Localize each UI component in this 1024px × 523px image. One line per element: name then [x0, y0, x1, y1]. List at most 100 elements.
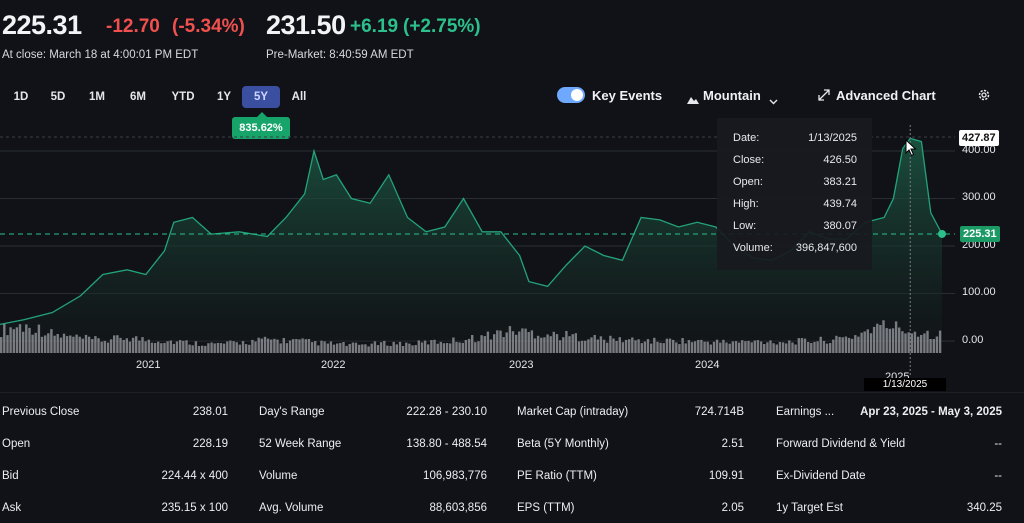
volume-bar: [794, 344, 797, 353]
stat-label: Day's Range: [259, 406, 325, 418]
volume-bar: [449, 343, 452, 353]
volume-bar: [172, 343, 176, 353]
volume-bar: [336, 343, 339, 353]
volume-bar: [499, 330, 502, 353]
volume-bar: [791, 342, 794, 353]
y-tick-label: 300.00: [962, 191, 996, 203]
volume-bar: [197, 346, 201, 353]
volume-bar: [461, 342, 464, 353]
volume-bar: [750, 342, 753, 353]
volume-bar: [521, 328, 524, 353]
volume-bar: [160, 343, 163, 353]
volume-bar: [87, 336, 91, 353]
volume-bar: [800, 338, 804, 353]
stat-label: Earnings ...: [776, 406, 835, 418]
range-button-1d[interactable]: 1D: [13, 91, 29, 103]
stat-label: 52 Week Range: [259, 438, 342, 450]
gear-icon[interactable]: [977, 88, 991, 107]
advanced-chart-button[interactable]: Advanced Chart: [836, 88, 936, 103]
tooltip-date-label: Date:: [733, 132, 760, 144]
volume-bar: [477, 341, 480, 353]
volume-bar: [40, 336, 44, 353]
volume-bar: [417, 340, 420, 353]
volume-bar: [929, 339, 932, 353]
volume-bar: [650, 343, 653, 353]
volume-bar: [18, 324, 22, 353]
hover-tooltip: Date: 1/13/2025 Close: 426.50 Open: 383.21 …: [717, 118, 872, 270]
volume-bar: [295, 339, 298, 353]
volume-bar: [430, 340, 433, 353]
chevron-down-icon[interactable]: [769, 92, 778, 110]
volume-bar: [106, 342, 110, 353]
volume-bar: [565, 331, 568, 353]
volume-bar: [166, 341, 169, 353]
stat-value: --: [994, 438, 1002, 450]
range-button-6m[interactable]: 6M: [130, 91, 146, 103]
volume-bar: [3, 324, 6, 353]
stat-label: Bid: [2, 470, 19, 482]
volume-bar: [270, 339, 273, 353]
volume-bar: [747, 340, 750, 353]
volume-bar: [712, 341, 716, 353]
volume-bar: [719, 342, 722, 353]
expand-icon[interactable]: [818, 88, 830, 106]
volume-bar: [251, 339, 254, 353]
range-button-1m[interactable]: 1M: [89, 91, 105, 103]
volume-bar: [37, 324, 41, 353]
price-change-pct: (-5.34%): [172, 16, 245, 37]
volume-bar: [122, 340, 125, 353]
x-tick-label: 2024: [695, 359, 720, 371]
volume-bar: [379, 342, 383, 353]
volume-bar: [493, 334, 496, 353]
tooltip-volume-label: Volume:: [733, 242, 773, 254]
volume-bar: [398, 341, 402, 353]
volume-bar: [847, 337, 851, 353]
range-button-ytd[interactable]: YTD: [171, 91, 195, 103]
stat-value: 238.01: [192, 406, 228, 418]
volume-bar: [706, 341, 709, 353]
premarket-change-pct: (+2.75%): [403, 16, 481, 37]
volume-bar: [533, 338, 537, 353]
volume-bar: [81, 338, 84, 353]
range-button-5d[interactable]: 5D: [50, 91, 66, 103]
volume-bar: [389, 346, 392, 353]
volume-bar: [923, 333, 926, 353]
range-button-all[interactable]: All: [291, 91, 307, 103]
volume-bar: [50, 329, 53, 353]
volume-bar: [12, 329, 15, 353]
volume-bar: [920, 335, 923, 353]
volume-bar: [201, 345, 204, 353]
volume-bar: [232, 341, 235, 353]
tooltip-high-label: High:: [733, 198, 759, 210]
key-events-toggle[interactable]: [557, 87, 585, 103]
chart-type-select[interactable]: Mountain: [703, 88, 761, 103]
volume-bar: [904, 333, 907, 353]
volume-bar: [326, 343, 329, 353]
volume-bar: [342, 342, 345, 353]
volume-bar: [191, 345, 194, 353]
volume-bar: [599, 336, 603, 353]
key-events-label[interactable]: Key Events: [592, 88, 663, 103]
volume-bar: [769, 340, 772, 353]
volume-bar: [813, 341, 816, 353]
stat-label: Forward Dividend & Yield: [776, 438, 906, 450]
volume-bar: [659, 342, 662, 353]
volume-bar: [34, 332, 37, 353]
volume-bar: [508, 326, 512, 353]
volume-bar: [741, 340, 744, 353]
stat-label: Market Cap (intraday): [517, 406, 629, 418]
volume-bar: [640, 343, 643, 353]
range-button-5y[interactable]: 5Y: [242, 86, 280, 108]
price-chart[interactable]: [0, 125, 1024, 390]
stat-label: 1y Target Est: [776, 502, 843, 514]
stat-value: Apr 23, 2025 - May 3, 2025: [860, 406, 1002, 418]
volume-bar: [97, 338, 100, 353]
stat-value: --: [994, 470, 1002, 482]
volume-bar: [822, 340, 826, 353]
volume-bar: [866, 329, 869, 353]
stat-value: 2.51: [721, 438, 744, 450]
volume-bar: [15, 327, 19, 353]
range-button-1y[interactable]: 1Y: [216, 91, 232, 103]
x-tick-label: 2023: [509, 359, 534, 371]
volume-bar: [703, 341, 706, 353]
